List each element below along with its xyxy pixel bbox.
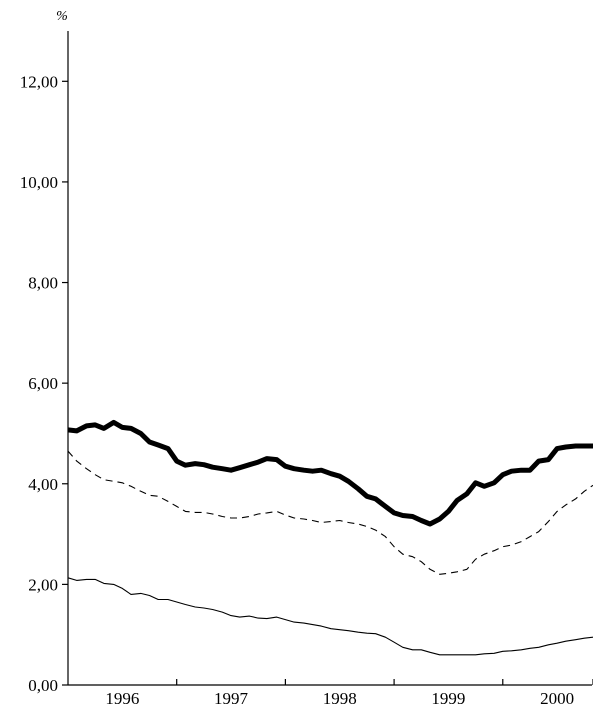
x-tick-label: 1998 xyxy=(323,689,357,708)
y-tick-label: 2,00 xyxy=(28,575,58,594)
y-axis-ticks: 0,00 2,00 4,00 6,00 8,00 10,00 12,00 xyxy=(20,72,68,695)
y-tick-label: 4,00 xyxy=(28,475,58,494)
x-tick-label: 1997 xyxy=(214,689,249,708)
y-tick-label: 12,00 xyxy=(20,72,58,91)
series-line-thick-solid xyxy=(67,419,593,527)
series-line-dashed xyxy=(67,450,593,575)
x-tick-label: 1999 xyxy=(431,689,465,708)
y-axis-unit-label: % xyxy=(56,9,68,24)
y-tick-label: 8,00 xyxy=(28,274,58,293)
y-tick-label: 6,00 xyxy=(28,374,58,393)
y-tick-label: 0,00 xyxy=(28,676,58,695)
series-line-thin-solid xyxy=(67,577,593,656)
x-tick-label: 2000 xyxy=(540,689,574,708)
y-tick-label: 10,00 xyxy=(20,173,58,192)
series-layer xyxy=(67,419,593,656)
x-tick-label: 1996 xyxy=(105,689,139,708)
x-axis-ticks: 1996 1997 1998 1999 2000 xyxy=(105,679,593,708)
